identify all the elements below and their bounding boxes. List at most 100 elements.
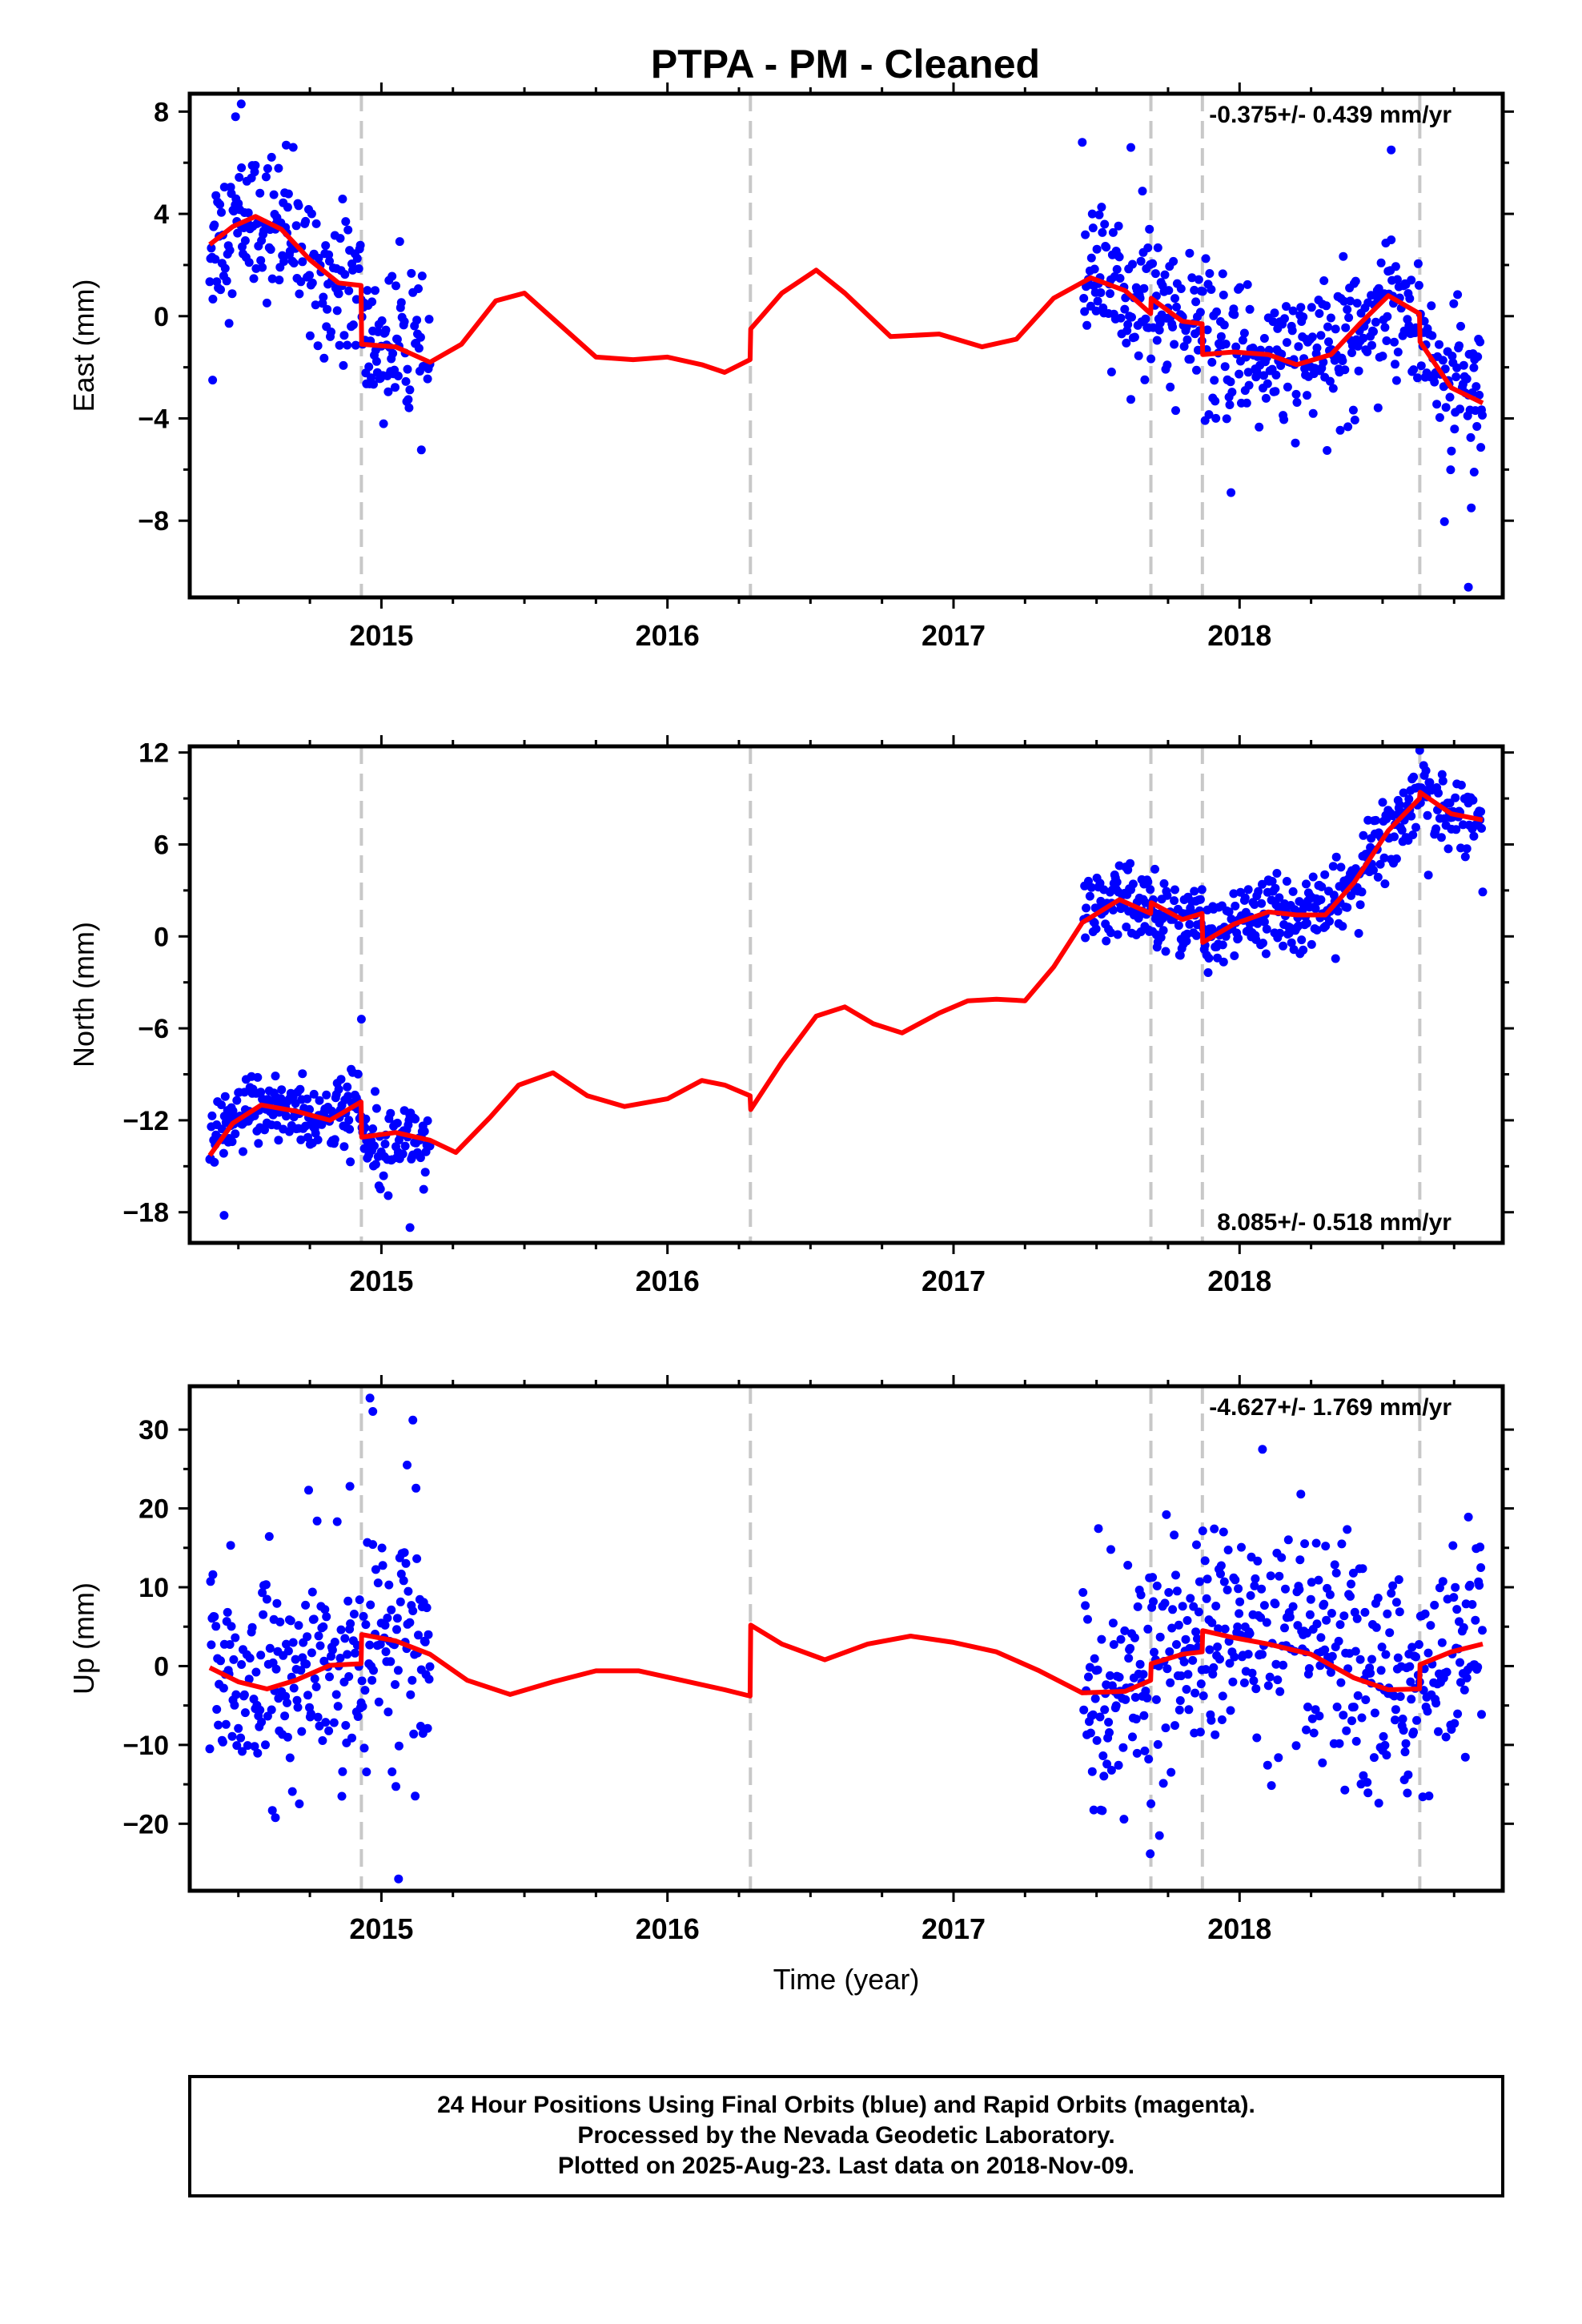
- data-point: [1424, 1791, 1434, 1801]
- data-point: [1164, 1588, 1174, 1597]
- data-point: [1294, 342, 1303, 352]
- data-point: [336, 1075, 346, 1084]
- data-point: [243, 1741, 252, 1751]
- y-tick-label: −8: [138, 506, 169, 537]
- data-point: [282, 1112, 291, 1121]
- data-point: [1427, 331, 1437, 340]
- data-point: [1281, 1584, 1290, 1594]
- data-point: [343, 1082, 352, 1092]
- data-point: [302, 1659, 311, 1669]
- data-point: [1350, 416, 1359, 424]
- data-point: [1271, 370, 1281, 380]
- data-point: [424, 1630, 433, 1639]
- data-point: [1140, 1746, 1150, 1755]
- data-point: [1243, 1650, 1253, 1659]
- data-point: [1391, 1705, 1400, 1715]
- data-point: [1351, 276, 1360, 286]
- data-point: [392, 1118, 402, 1128]
- data-point: [1355, 900, 1365, 910]
- data-point: [1162, 360, 1172, 370]
- data-point: [1093, 296, 1102, 306]
- data-point: [250, 1742, 259, 1751]
- data-point: [289, 1683, 299, 1693]
- data-point: [1119, 1815, 1129, 1824]
- data-point: [296, 277, 306, 287]
- data-point: [1353, 1691, 1363, 1700]
- data-point: [337, 1791, 347, 1801]
- data-point: [1109, 1640, 1118, 1649]
- data-point: [1207, 1715, 1216, 1725]
- data-point: [340, 1634, 350, 1643]
- data-point: [321, 241, 331, 251]
- data-point: [1336, 1678, 1346, 1687]
- data-point: [1150, 864, 1159, 874]
- x-axis-label: Time (year): [773, 1963, 920, 1996]
- data-point: [1456, 404, 1464, 414]
- data-point: [255, 1705, 265, 1715]
- data-point: [1373, 872, 1383, 882]
- data-point: [279, 257, 289, 266]
- data-point: [225, 246, 235, 255]
- data-point: [1291, 389, 1301, 399]
- data-point: [267, 1705, 276, 1715]
- data-point: [1239, 328, 1249, 338]
- data-point: [1245, 1629, 1255, 1638]
- data-point: [1370, 1708, 1379, 1718]
- data-point: [1231, 1575, 1240, 1585]
- data-point: [258, 263, 267, 272]
- data-point: [424, 315, 434, 324]
- data-point: [1213, 1642, 1223, 1651]
- data-point: [1182, 936, 1191, 946]
- data-point: [206, 1577, 215, 1586]
- data-point: [1273, 1675, 1283, 1685]
- data-point: [369, 380, 378, 389]
- data-point: [1194, 275, 1203, 284]
- data-point: [1468, 795, 1478, 805]
- data-point: [1174, 921, 1183, 931]
- data-point: [1382, 1751, 1391, 1760]
- data-point: [1243, 885, 1253, 895]
- data-point: [319, 292, 328, 302]
- data-point: [371, 286, 379, 296]
- data-point: [295, 1084, 305, 1094]
- data-point: [1258, 1650, 1267, 1659]
- data-point: [1175, 1696, 1185, 1705]
- data-point: [1198, 287, 1207, 296]
- data-point: [219, 1683, 228, 1693]
- data-point: [1098, 1751, 1108, 1760]
- data-point: [1320, 1645, 1330, 1655]
- data-point: [392, 1614, 402, 1623]
- y-tick-label: 0: [154, 1651, 169, 1682]
- data-point: [1089, 1805, 1098, 1815]
- data-point: [400, 1141, 410, 1151]
- data-point: [1215, 1655, 1224, 1664]
- data-point: [416, 1722, 425, 1731]
- data-point: [1262, 1618, 1271, 1627]
- data-point: [1149, 1597, 1158, 1606]
- data-point: [307, 278, 317, 287]
- data-point: [1172, 302, 1181, 312]
- data-point: [1363, 347, 1372, 356]
- data-point: [1338, 356, 1347, 365]
- data-point: [253, 1748, 263, 1758]
- data-point: [1312, 925, 1322, 935]
- data-point: [1172, 1586, 1182, 1596]
- data-point: [371, 356, 381, 366]
- data-point: [1261, 949, 1271, 959]
- data-point: [1141, 898, 1150, 907]
- data-point: [335, 340, 344, 350]
- data-point: [232, 1741, 242, 1751]
- data-point: [1380, 1740, 1390, 1750]
- data-point: [1146, 354, 1156, 364]
- data-point: [1476, 807, 1486, 816]
- data-point: [1383, 1609, 1392, 1618]
- data-point: [1441, 1732, 1451, 1742]
- data-point: [305, 331, 315, 340]
- data-point: [1300, 1539, 1310, 1549]
- data-point: [1167, 1623, 1177, 1633]
- data-point: [219, 1211, 229, 1220]
- data-point: [269, 190, 279, 199]
- data-point: [1395, 1607, 1404, 1617]
- data-point: [1255, 422, 1264, 432]
